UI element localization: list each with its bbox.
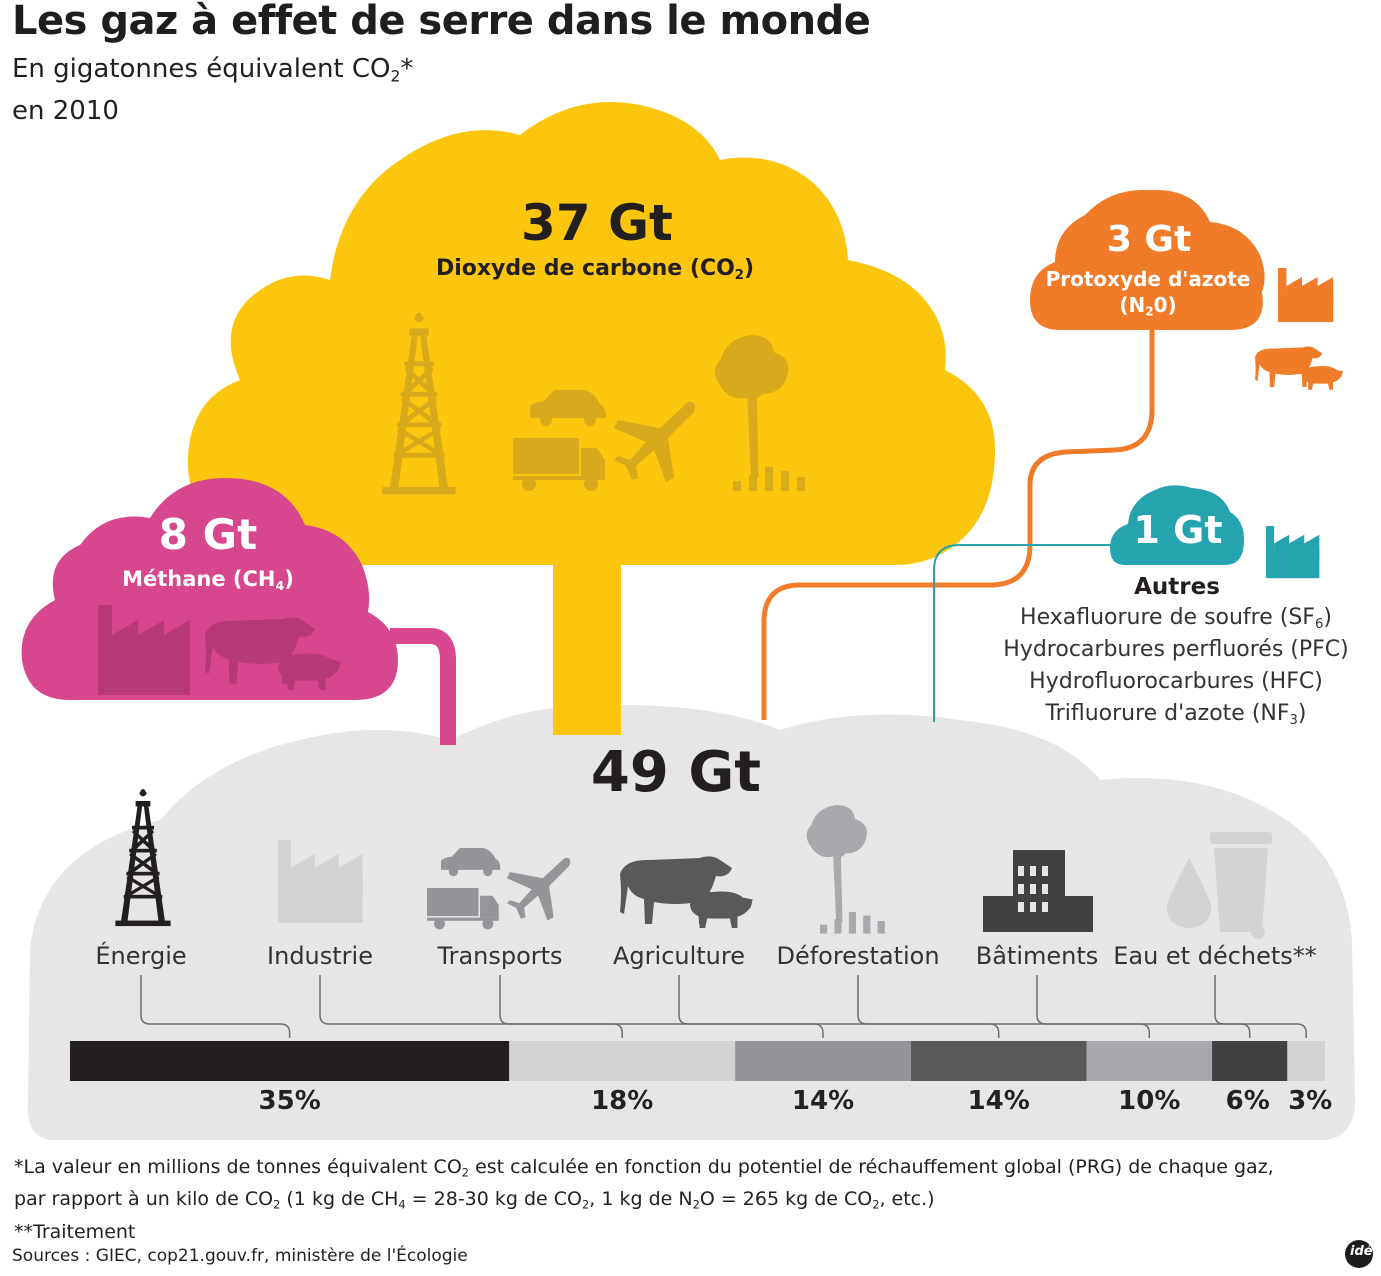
category-leader-lines [140, 975, 1307, 1038]
year-label: en 2010 [12, 95, 119, 126]
unit-subtitle: En gigatonnes équivalent CO2* en 2010 [12, 54, 414, 126]
sector-stacked-bar [70, 1041, 1325, 1081]
publisher-logo [1345, 1240, 1373, 1268]
leader-line-industrie [319, 975, 623, 1038]
factory-icon [1278, 268, 1334, 322]
bar-segment-industrie [509, 1041, 736, 1081]
co2-name: Dioxyde de carbone (CO2) [435, 256, 755, 283]
others-title: Autres [1134, 574, 1220, 600]
leader-line-batiments [1036, 975, 1251, 1038]
percentage-label-deforestation: 10% [1118, 1086, 1181, 1116]
footnote-1: *La valeur en millions de tonnes équival… [14, 1156, 1274, 1180]
co2-trunk [553, 545, 621, 735]
others-item: Hexafluorure de soufre (SF6) [1020, 605, 1332, 632]
pig-icon [1302, 365, 1343, 390]
category-label-agriculture: Agriculture [613, 942, 745, 970]
sources: Sources : GIEC, cop21.gouv.fr, ministère… [12, 1246, 468, 1266]
co2-cloud [187, 101, 995, 565]
percentage-label-transports: 14% [791, 1086, 855, 1116]
others-connector [933, 544, 1120, 722]
n2o-cloud [1030, 189, 1265, 330]
leader-line-agriculture [678, 975, 1000, 1038]
bar-segment-agriculture [910, 1041, 1087, 1081]
bar-segment-transports [735, 1041, 911, 1081]
building-windows [1018, 866, 1048, 912]
percentage-label-industrie: 18% [591, 1086, 654, 1116]
bar-segment-energie [70, 1041, 510, 1081]
ch4-name: Méthane (CH4) [122, 567, 294, 593]
total-cloud [27, 704, 1355, 1140]
category-label-batiments: Bâtiments [975, 942, 1099, 970]
page-title: Les gaz à effet de serre dans le monde [12, 0, 871, 44]
category-label-industrie: Industrie [267, 942, 373, 970]
others-value: 1 Gt [1133, 508, 1223, 552]
percentage-label-agriculture: 14% [967, 1086, 1030, 1116]
n2o-value: 3 Gt [1106, 219, 1192, 260]
footnote-2: **Traitement [14, 1220, 136, 1243]
percentage-label-batiments: 6% [1225, 1086, 1270, 1116]
others-item: Hydrocarbures perfluorés (PFC) [1003, 637, 1349, 662]
bar-segment-deforestation [1086, 1041, 1213, 1081]
factory-icon [1266, 526, 1320, 579]
percentage-label-energie: 35% [258, 1086, 321, 1116]
others-cloud [1110, 485, 1244, 565]
ch4-connector [390, 628, 456, 745]
leader-line-eau-dechets [1214, 975, 1307, 1038]
percentage-label-eau-dechets: 3% [1288, 1086, 1333, 1116]
leader-line-energie [140, 975, 291, 1038]
others-item: Trifluorure d'azote (NF3) [1045, 701, 1307, 728]
ch4-value: 8 Gt [158, 510, 258, 559]
footnotes: *La valeur en millions de tonnes équival… [14, 1154, 1274, 1246]
category-label-deforestation: Déforestation [776, 942, 940, 970]
footnote-1-continued: par rapport à un kilo de CO2 (1 kg de CH… [14, 1188, 935, 1212]
bar-segment-eau-dechets [1287, 1041, 1325, 1081]
category-label-eau-dechets: Eau et déchets** [1113, 942, 1317, 970]
n2o-name: Protoxyde d'azote (N20) [1045, 267, 1251, 319]
bar-segment-batiments [1212, 1041, 1288, 1081]
leader-line-deforestation [857, 975, 1151, 1038]
total-value: 49 Gt [590, 740, 762, 805]
leader-line-transports [499, 975, 824, 1038]
others-item: Hydrofluorocarbures (HFC) [1029, 669, 1323, 694]
co2-value: 37 Gt [521, 194, 673, 252]
logo-text: idé [1350, 1244, 1373, 1259]
category-label-transports: Transports [437, 942, 563, 970]
category-label-energie: Énergie [95, 942, 187, 970]
